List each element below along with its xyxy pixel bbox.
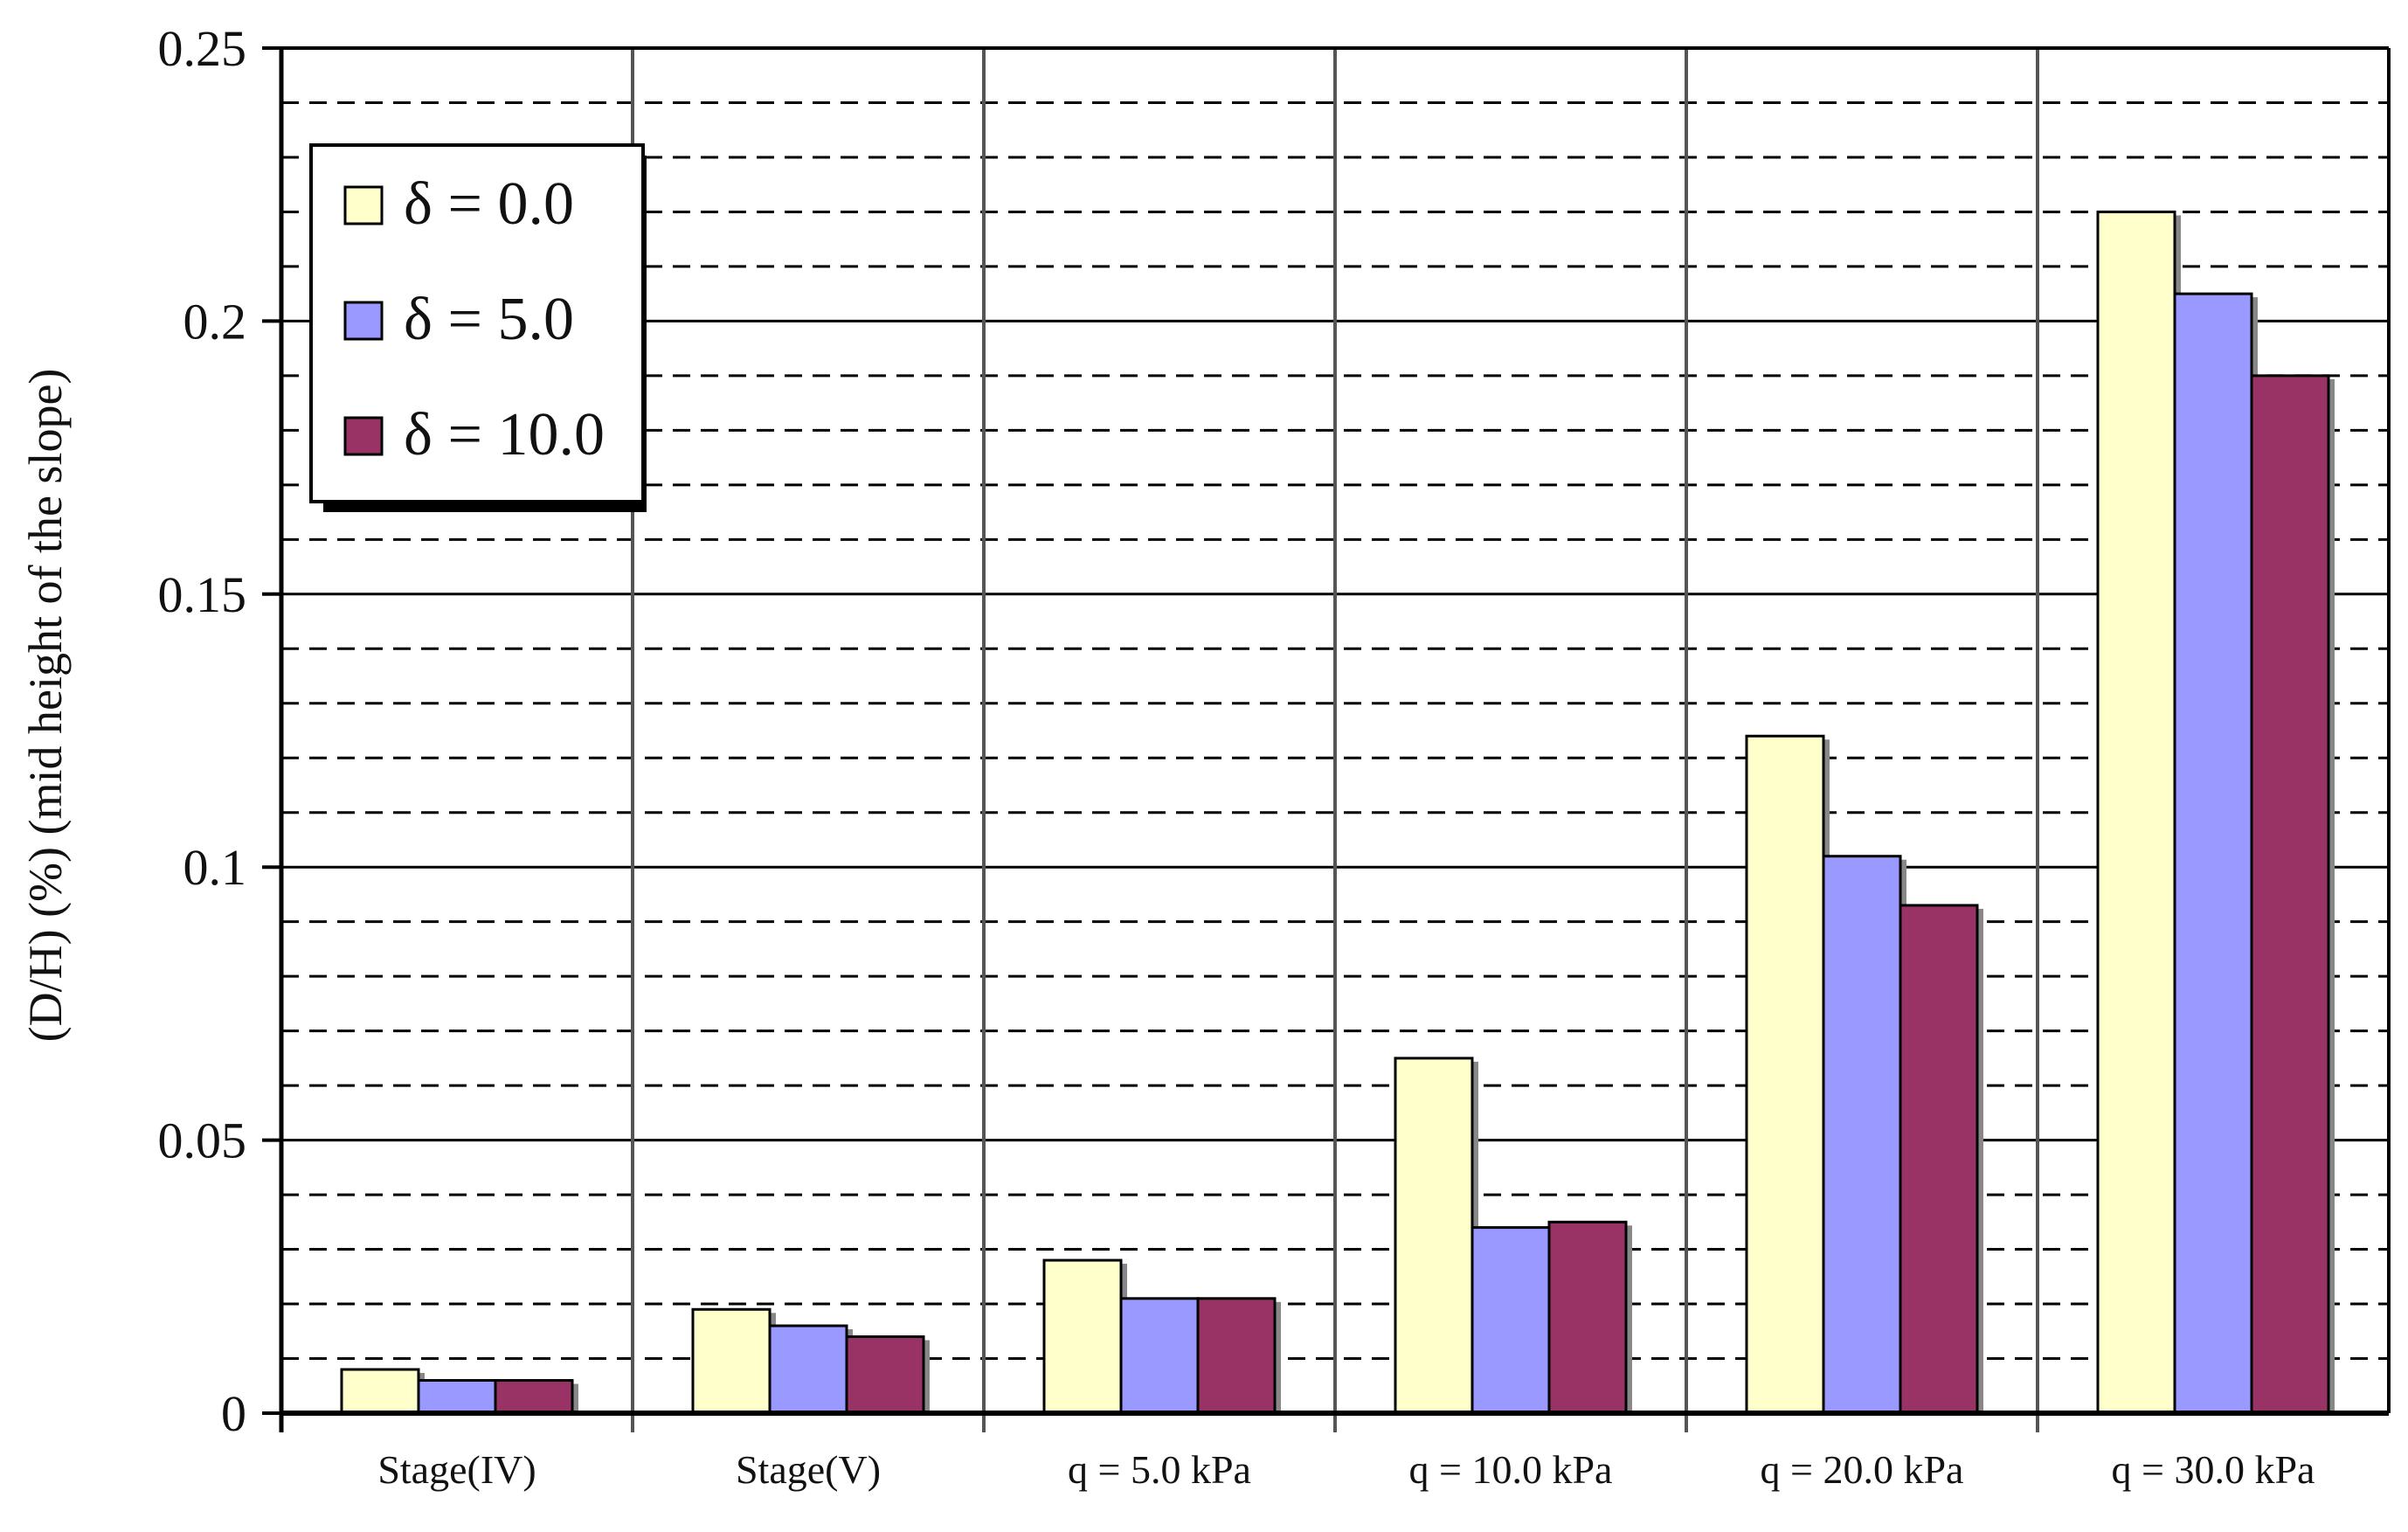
bar	[1822, 855, 1902, 1415]
legend-swatch	[343, 301, 384, 341]
legend-swatch	[343, 185, 384, 225]
legend-label: δ = 5.0	[404, 286, 574, 353]
bar	[1119, 1297, 1200, 1415]
bar	[768, 1324, 848, 1415]
labels-layer: (D/H) (%) (mid height of the slope) 0 0.0…	[19, 20, 2315, 1492]
y-tick-label: 0.2	[183, 293, 247, 350]
bar	[1470, 1226, 1551, 1415]
bar	[845, 1335, 925, 1415]
bar	[1745, 734, 1825, 1415]
y-tick-label: 0	[221, 1385, 246, 1442]
bar	[2096, 210, 2176, 1415]
bar	[1899, 904, 1979, 1415]
bar	[417, 1379, 497, 1415]
x-category-label: Stage(IV)	[377, 1447, 536, 1492]
bar	[1042, 1258, 1123, 1415]
y-tick-label: 0.15	[158, 566, 247, 623]
x-category-label: q = 5.0 kPa	[1068, 1447, 1251, 1492]
bar	[2250, 374, 2330, 1415]
bar	[1196, 1297, 1277, 1415]
bar	[1394, 1057, 1474, 1415]
legend-label: δ = 10.0	[404, 401, 605, 468]
y-tick-label: 0.25	[158, 20, 247, 77]
x-category-label: q = 10.0 kPa	[1409, 1447, 1613, 1492]
bar	[1547, 1220, 1628, 1415]
legend: δ = 0.0 δ = 5.0 δ = 10.0	[309, 143, 647, 512]
bar	[2173, 292, 2253, 1415]
x-category-label: q = 30.0 kPa	[2112, 1447, 2315, 1492]
x-category-label: Stage(V)	[736, 1447, 881, 1492]
bar	[691, 1307, 772, 1415]
bar	[340, 1368, 420, 1415]
bar	[494, 1379, 574, 1415]
y-tick-label: 0.1	[183, 839, 247, 896]
y-axis-title: (D/H) (%) (mid height of the slope)	[19, 369, 72, 1043]
axes-layer	[262, 46, 2391, 1432]
y-tick-label: 0.05	[158, 1113, 247, 1169]
legend-swatch	[343, 416, 384, 456]
x-category-label: q = 20.0 kPa	[1761, 1447, 1964, 1492]
legend-label: δ = 0.0	[404, 170, 574, 238]
